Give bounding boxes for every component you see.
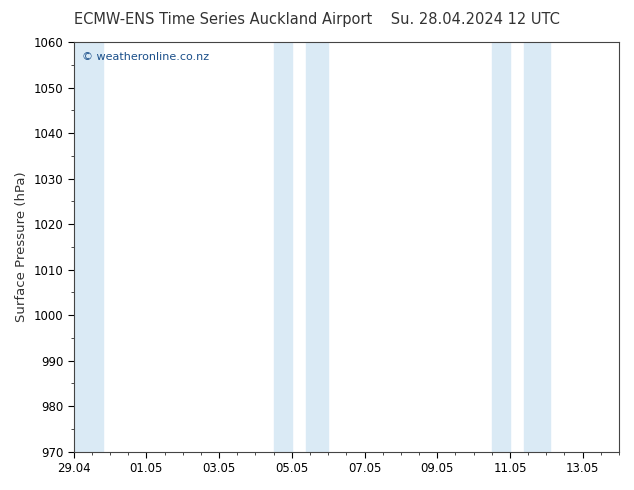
Bar — [524, 42, 550, 452]
Bar — [306, 42, 328, 452]
Bar — [274, 42, 292, 452]
Bar — [492, 42, 510, 452]
Bar — [74, 42, 103, 452]
Text: © weatheronline.co.nz: © weatheronline.co.nz — [82, 52, 209, 62]
Y-axis label: Surface Pressure (hPa): Surface Pressure (hPa) — [15, 172, 28, 322]
Text: ECMW-ENS Time Series Auckland Airport    Su. 28.04.2024 12 UTC: ECMW-ENS Time Series Auckland Airport Su… — [74, 12, 560, 27]
